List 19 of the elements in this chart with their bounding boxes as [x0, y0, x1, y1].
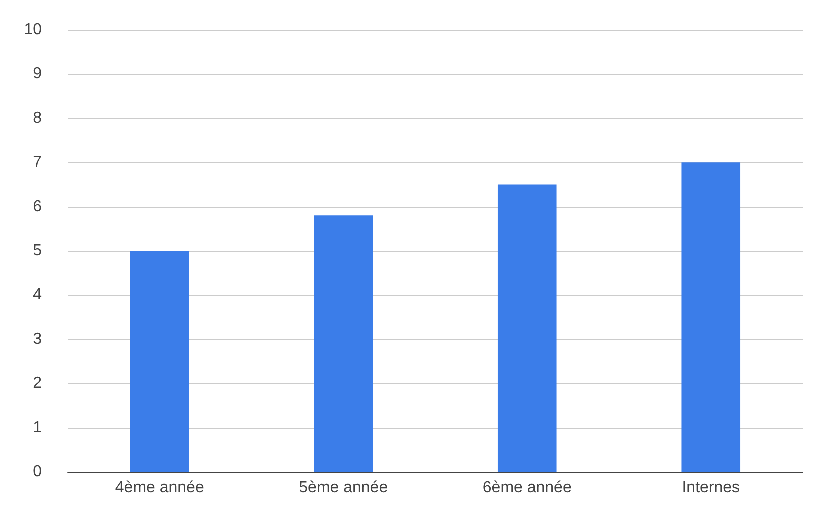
y-tick-label: 5 — [33, 242, 42, 260]
bar — [682, 162, 741, 472]
y-tick-label: 9 — [33, 66, 42, 83]
bar — [314, 216, 374, 472]
y-tick-label: 1 — [33, 419, 42, 436]
y-tick-label: 7 — [33, 154, 42, 172]
y-tick-label: 10 — [24, 22, 42, 38]
x-tick-label: 4ème année — [115, 480, 204, 496]
y-tick-label: 4 — [33, 286, 42, 304]
x-tick-label: 5ème année — [299, 480, 388, 496]
y-tick-label: 6 — [33, 198, 42, 216]
x-tick-label: 6ème année — [482, 480, 572, 496]
bar — [130, 251, 190, 472]
y-tick-label: 0 — [33, 464, 42, 480]
bar — [498, 184, 557, 472]
y-tick-label: 8 — [33, 110, 42, 127]
y-tick-label: 2 — [33, 375, 42, 392]
y-tick-label: 3 — [33, 330, 42, 348]
x-tick-label: Internes — [682, 480, 740, 496]
